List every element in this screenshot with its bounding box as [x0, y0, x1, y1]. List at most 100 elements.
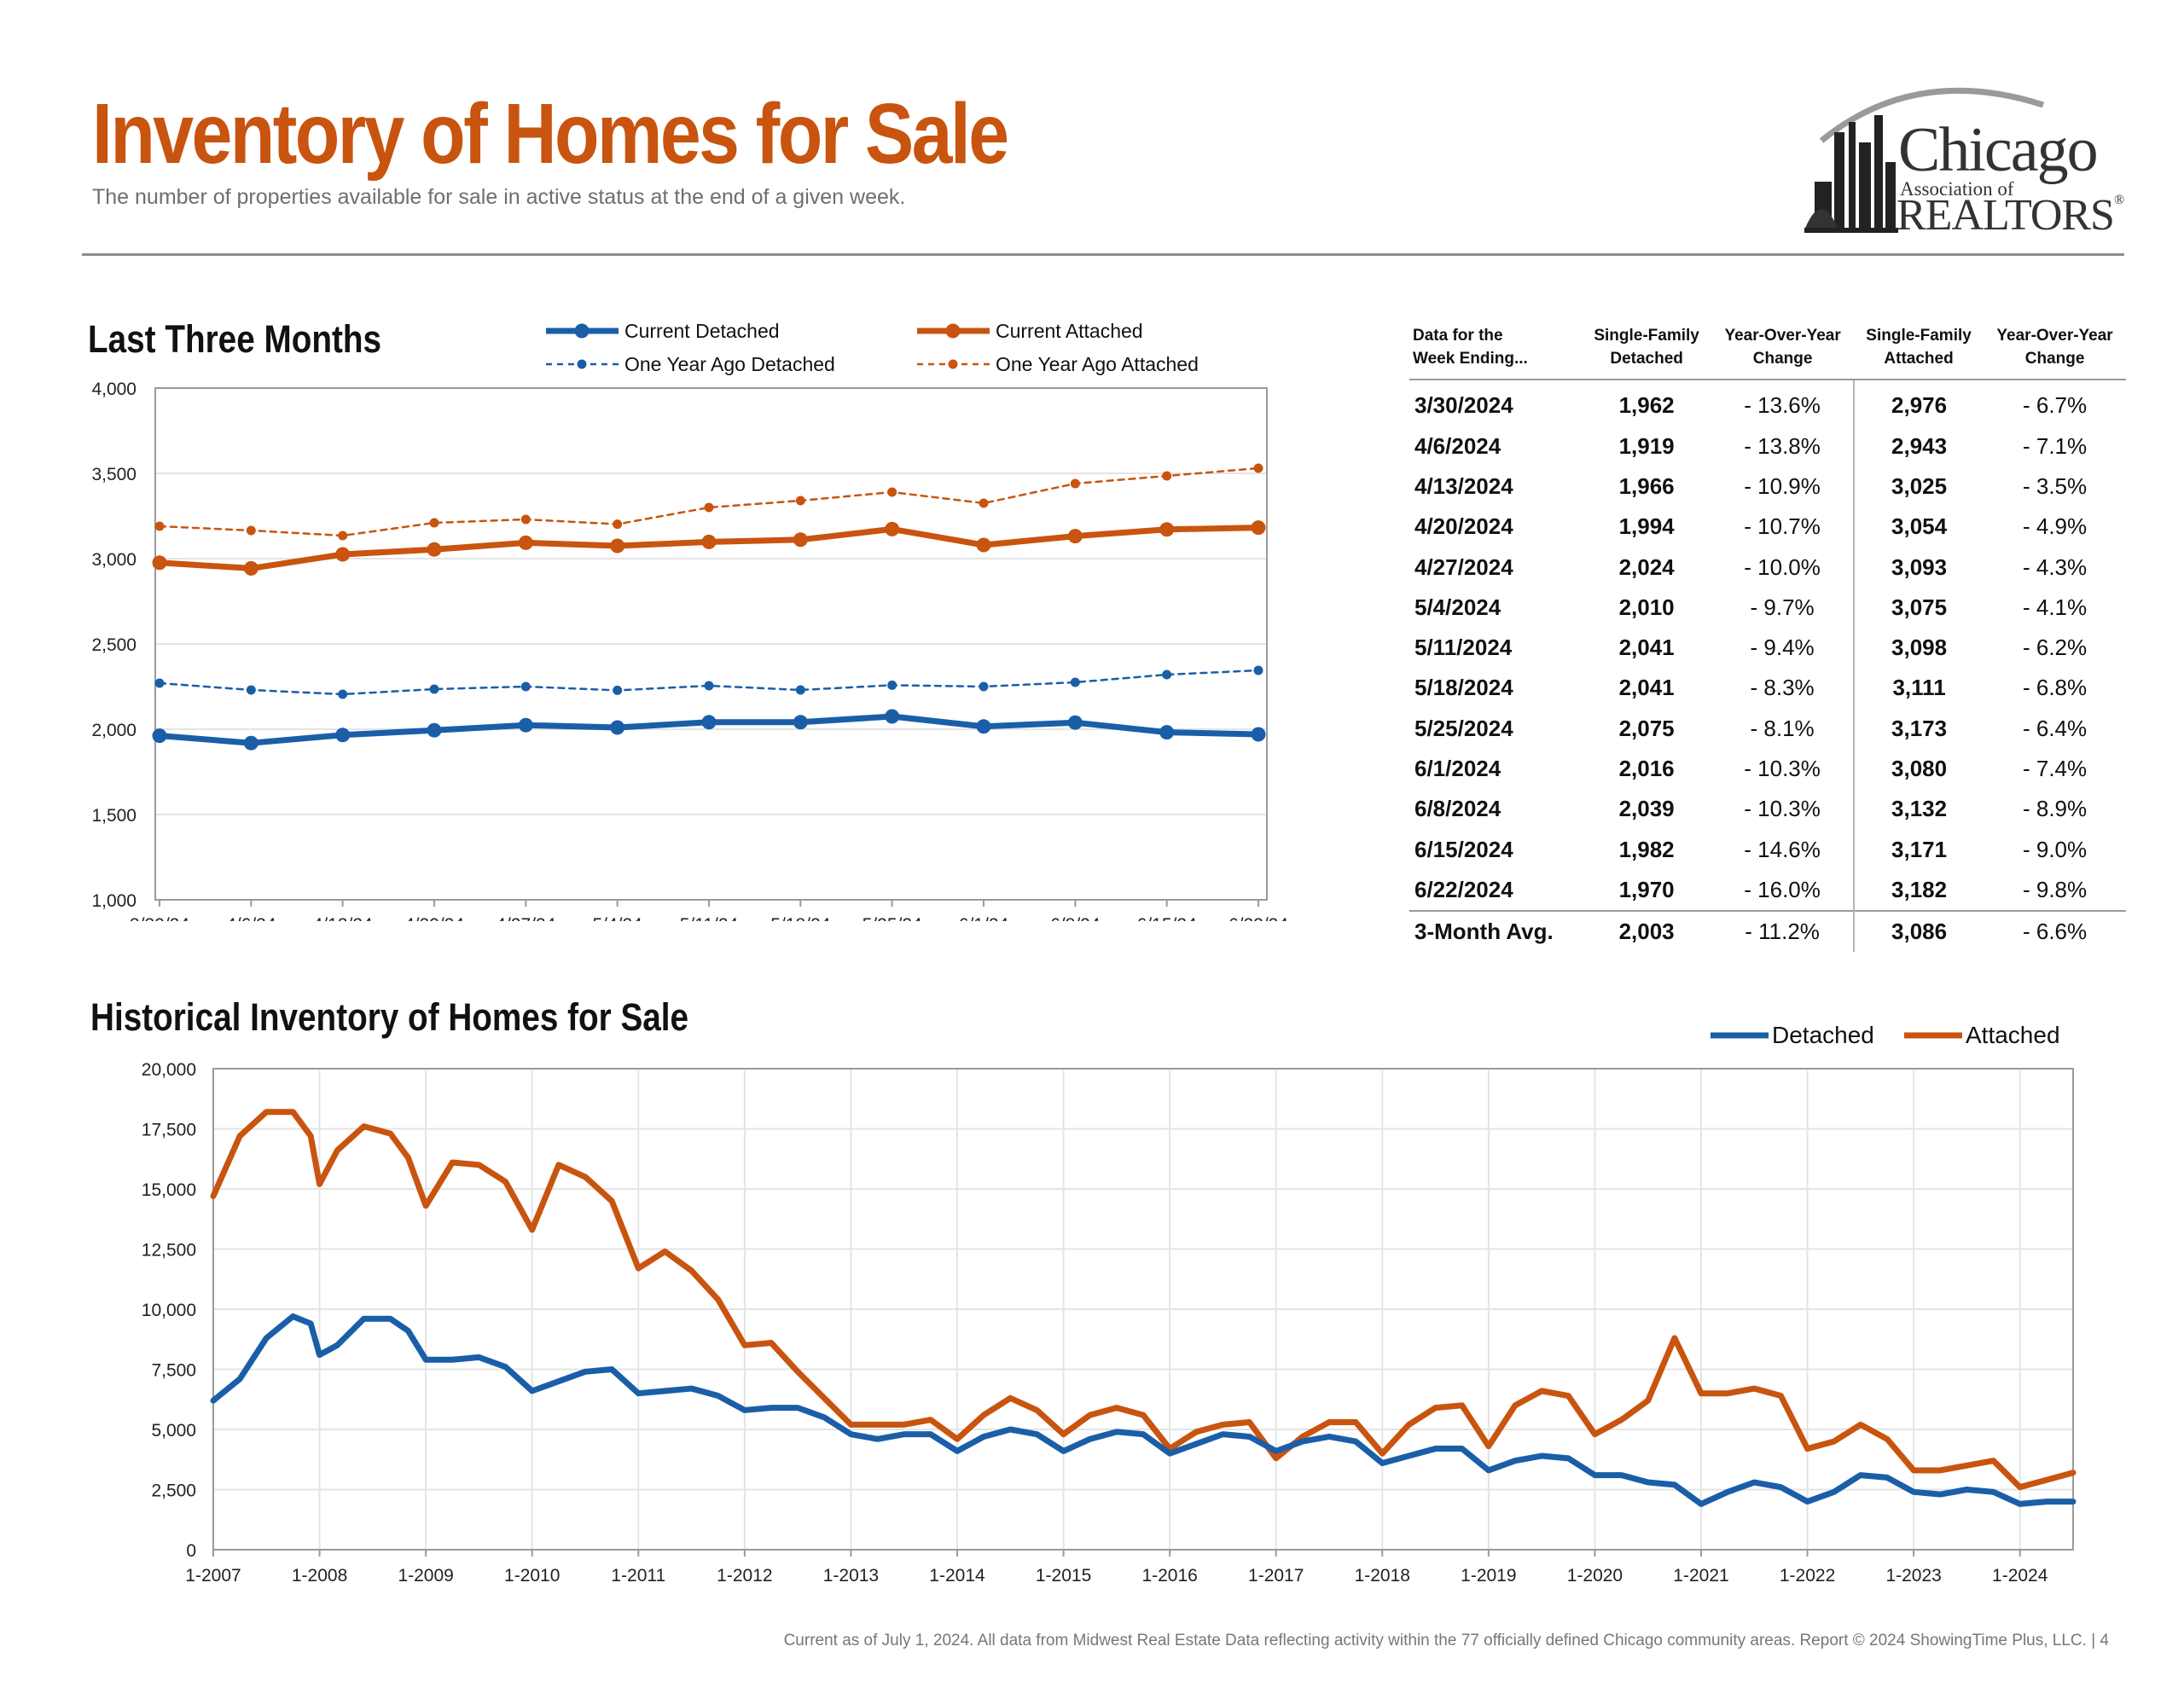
- data-point: [976, 537, 991, 553]
- data-point: [520, 514, 531, 525]
- week-ending-cell: 3-Month Avg.: [1409, 910, 1583, 953]
- legend-label: Attached: [1966, 1022, 2060, 1048]
- historical-chart-title: Historical Inventory of Homes for Sale: [90, 995, 689, 1039]
- data-point: [1067, 715, 1083, 730]
- detached-yoy-cell: - 8.1%: [1750, 715, 1815, 741]
- weekly-inventory-table: Data for the Week Ending... Single-Family…: [1409, 320, 2126, 953]
- logo-text-association: Association of: [1900, 178, 2014, 200]
- x-tick-label: 6/8/24: [1050, 915, 1101, 921]
- data-point: [610, 720, 625, 735]
- x-tick-label: 1-2012: [717, 1566, 772, 1586]
- data-point: [979, 681, 989, 692]
- y-tick-label: 10,000: [142, 1301, 196, 1320]
- attached-count-cell: 3,075: [1853, 587, 1984, 628]
- week-ending-cell: 4/6/2024: [1414, 432, 1502, 459]
- y-tick-label: 0: [186, 1541, 196, 1561]
- table-row: 5/11/2024 2,041 - 9.4% 3,098 - 6.2%: [1409, 627, 2126, 669]
- data-point: [335, 728, 351, 743]
- data-point: [887, 680, 897, 690]
- x-tick-label: 1-2015: [1036, 1566, 1091, 1586]
- week-ending-cell: 4/13/2024: [1414, 472, 1513, 499]
- detached-yoy-cell: - 10.3%: [1744, 756, 1821, 781]
- data-point: [429, 518, 439, 528]
- detached-yoy-cell: - 16.0%: [1744, 876, 1821, 902]
- legend-label: Current Detached: [624, 320, 780, 342]
- legend-label: Current Attached: [996, 320, 1143, 342]
- table-row: 5/4/2024 2,010 - 9.7% 3,075 - 4.1%: [1409, 587, 2126, 628]
- y-tick-label: 7,500: [151, 1361, 196, 1381]
- data-point: [613, 519, 623, 530]
- y-tick-label: 2,500: [91, 635, 136, 655]
- header-detached: Single-Family Detached: [1582, 320, 1712, 381]
- detached-count-cell: 2,075: [1618, 715, 1675, 741]
- table-row: 4/20/2024 1,994 - 10.7% 3,054 - 4.9%: [1409, 507, 2126, 548]
- attached-count-cell: 3,132: [1853, 789, 1984, 830]
- table-row: 6/22/2024 1,970 - 16.0% 3,182 - 9.8%: [1409, 869, 2126, 912]
- x-tick-label: 1-2023: [1885, 1566, 1941, 1586]
- detached-yoy-cell: - 10.3%: [1744, 796, 1821, 822]
- data-point: [793, 532, 808, 548]
- data-point: [1159, 725, 1175, 740]
- x-tick-label: 4/20/24: [404, 915, 464, 921]
- data-point: [885, 709, 900, 724]
- detached-yoy-cell: - 11.2%: [1711, 910, 1855, 953]
- data-point: [1251, 520, 1266, 536]
- attached-count-cell: 3,054: [1853, 507, 1984, 548]
- x-tick-label: 1-2019: [1461, 1566, 1516, 1586]
- data-point: [704, 502, 714, 513]
- data-point: [429, 684, 439, 694]
- table-row: 6/8/2024 2,039 - 10.3% 3,132 - 8.9%: [1409, 789, 2126, 830]
- week-ending-cell: 6/8/2024: [1414, 796, 1502, 822]
- y-tick-label: 17,500: [142, 1121, 196, 1140]
- detached-yoy-cell: - 10.7%: [1744, 513, 1821, 540]
- data-point: [154, 678, 165, 688]
- detached-count-cell: 2,010: [1618, 594, 1675, 620]
- detached-count-cell: 1,982: [1618, 836, 1675, 862]
- attached-yoy-cell: - 6.7%: [2022, 392, 2088, 419]
- data-point: [1253, 463, 1263, 473]
- y-tick-label: 15,000: [142, 1180, 196, 1200]
- data-point: [701, 715, 717, 730]
- data-point: [885, 521, 900, 536]
- x-tick-label: 1-2011: [611, 1566, 665, 1586]
- data-point: [246, 685, 256, 695]
- detached-count-cell: 1,970: [1618, 876, 1675, 902]
- attached-yoy-cell: - 6.4%: [2022, 715, 2088, 741]
- plot-frame: [154, 387, 1268, 901]
- detached-count-cell: 2,041: [1618, 675, 1675, 701]
- week-ending-cell: 4/27/2024: [1414, 554, 1513, 580]
- week-ending-cell: 5/4/2024: [1414, 594, 1502, 620]
- attached-yoy-cell: - 9.0%: [2022, 836, 2088, 862]
- table-row: 5/25/2024 2,075 - 8.1% 3,173 - 6.4%: [1409, 708, 2126, 749]
- plot-frame: [212, 1068, 2074, 1551]
- x-tick-label: 1-2007: [185, 1566, 241, 1586]
- table-row: 5/18/2024 2,041 - 8.3% 3,111 - 6.8%: [1409, 668, 2126, 709]
- data-point: [1159, 522, 1175, 537]
- attached-count-cell: 3,182: [1853, 869, 1984, 912]
- recent-inventory-chart: 1,000 1,500 2,000 2,500 3,000 3,500 4,000 3/30/…: [91, 320, 1288, 921]
- detached-yoy-cell: - 9.7%: [1750, 594, 1815, 620]
- table-row: 6/15/2024 1,982 - 14.6% 3,171 - 9.0%: [1409, 829, 2126, 870]
- data-point: [246, 525, 256, 536]
- series-line: [210, 1313, 2077, 1507]
- attached-yoy-cell: - 6.6%: [1984, 910, 2126, 953]
- data-point: [976, 719, 991, 734]
- data-point: [338, 689, 348, 699]
- detached-yoy-cell: - 13.8%: [1744, 432, 1821, 459]
- x-tick-label: 4/6/24: [226, 915, 276, 921]
- table-header-row: Data for the Week Ending... Single-Family…: [1409, 320, 2126, 381]
- data-point: [610, 538, 625, 554]
- x-tick-label: 1-2018: [1355, 1566, 1410, 1586]
- data-point: [887, 487, 897, 497]
- week-ending-cell: 4/20/2024: [1414, 513, 1513, 540]
- attached-count-cell: 3,025: [1853, 466, 1984, 507]
- legend-marker: [948, 359, 958, 369]
- x-tick-label: 6/1/24: [959, 915, 1009, 921]
- table-body: 3/30/2024 1,962 - 13.6% 2,976 - 6.7% 4/6/2024…: [1409, 380, 2126, 953]
- table-row: 4/13/2024 1,966 - 10.9% 3,025 - 3.5%: [1409, 466, 2126, 507]
- series-line: [210, 1109, 2077, 1491]
- attached-yoy-cell: - 7.4%: [2022, 756, 2088, 781]
- header-detached-yoy: Year-Over-Year Change: [1711, 320, 1855, 381]
- x-tick-label: 6/22/24: [1228, 915, 1288, 921]
- logo-registered-mark: ®: [2113, 193, 2124, 207]
